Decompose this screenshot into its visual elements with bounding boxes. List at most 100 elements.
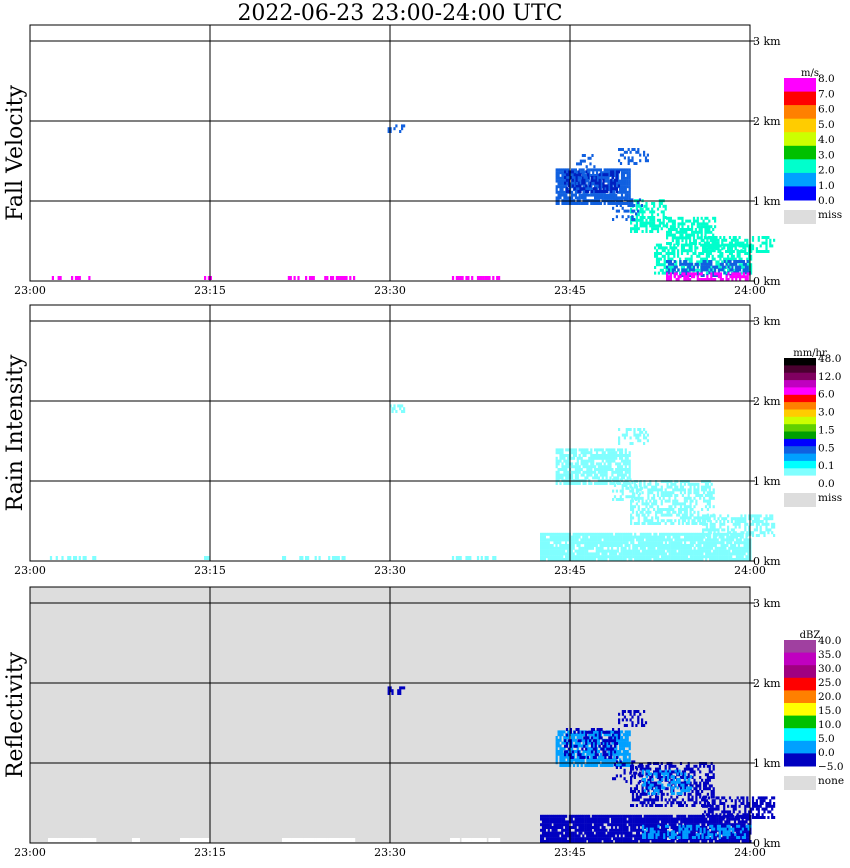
- heatmap-cell: [666, 242, 669, 245]
- surface-cell: [318, 556, 321, 560]
- heatmap-cell: [599, 473, 602, 477]
- heatmap-cell: [666, 792, 669, 796]
- heatmap-cell: [607, 179, 610, 183]
- heatmap-cell: [621, 486, 624, 490]
- heatmap-cell: [730, 558, 733, 561]
- heatmap-cell: [699, 784, 702, 788]
- heatmap-cell: [741, 546, 744, 550]
- heatmap-cell: [674, 558, 677, 561]
- heatmap-cell: [773, 522, 776, 526]
- heatmap-cell: [740, 520, 743, 523]
- heatmap-cell: [698, 222, 701, 226]
- heatmap-cell: [685, 538, 689, 542]
- heatmap-cell: [624, 179, 627, 183]
- heatmap-cell: [683, 222, 686, 226]
- heatmap-cell: [628, 174, 631, 177]
- heatmap-cell: [693, 535, 696, 539]
- heatmap-cell: [582, 738, 585, 742]
- heatmap-cell: [607, 188, 610, 191]
- heatmap-cell: [727, 514, 730, 518]
- heatmap-cell: [592, 174, 595, 177]
- heatmap-cell: [703, 488, 706, 492]
- heatmap-cell: [697, 510, 700, 514]
- heatmap-cell: [584, 541, 587, 545]
- heatmap-cell: [711, 807, 714, 811]
- heatmap-cell: [700, 262, 703, 266]
- heatmap-cell: [714, 532, 717, 536]
- heatmap-cell: [655, 789, 658, 793]
- heatmap-cell: [545, 538, 548, 542]
- heatmap-cell: [716, 549, 719, 553]
- heatmap-cell: [611, 468, 614, 471]
- heatmap-cell: [541, 831, 545, 835]
- heatmap-cell: [712, 233, 715, 237]
- heatmap-cell: [630, 499, 633, 503]
- heatmap-cell: [613, 742, 617, 745]
- heatmap-cell: [676, 485, 679, 489]
- heatmap-cell: [709, 531, 712, 535]
- surface-cell: [94, 556, 97, 560]
- heatmap-cell: [615, 470, 618, 474]
- heatmap-cell: [619, 179, 622, 183]
- heatmap-cell: [706, 778, 709, 782]
- heatmap-cell: [561, 755, 564, 759]
- heatmap-cell: [639, 153, 642, 157]
- heatmap-cell: [699, 522, 702, 525]
- heatmap-cell: [580, 532, 583, 536]
- heatmap-cell: [618, 442, 621, 445]
- heatmap-cell: [619, 733, 622, 737]
- heatmap-cell: [609, 202, 612, 205]
- heatmap-cell: [662, 508, 665, 511]
- heatmap-cell: [696, 268, 699, 272]
- heatmap-cell: [694, 268, 697, 272]
- heatmap-cell: [628, 193, 631, 197]
- heatmap-cell: [572, 546, 575, 550]
- heatmap-cell: [713, 257, 716, 261]
- heatmap-cell: [617, 190, 620, 194]
- heatmap-cell: [563, 468, 566, 471]
- heatmap-cell: [645, 544, 648, 547]
- heatmap-cell: [622, 535, 625, 539]
- heatmap-cell: [587, 756, 590, 759]
- heatmap-cell: [576, 462, 579, 466]
- heatmap-cell: [728, 810, 732, 814]
- heatmap-cell: [580, 448, 583, 452]
- heatmap-cell: [662, 549, 666, 553]
- heatmap-cell: [597, 196, 600, 200]
- heatmap-cell: [709, 558, 712, 561]
- heatmap-cell: [567, 465, 570, 469]
- heatmap-cell: [733, 272, 736, 276]
- heatmap-cell: [679, 482, 683, 486]
- heatmap-cell: [599, 174, 602, 177]
- heatmap-cell: [653, 221, 656, 225]
- heatmap-cell: [578, 196, 581, 200]
- heatmap-cell: [620, 182, 624, 186]
- heatmap-cell: [565, 744, 569, 748]
- heatmap-cell: [669, 260, 672, 263]
- heatmap-cell: [628, 555, 631, 559]
- heatmap-cell: [691, 535, 694, 539]
- heatmap-cell: [590, 470, 593, 474]
- heatmap-cell: [597, 741, 600, 745]
- heatmap-cell: [721, 262, 724, 266]
- heatmap-cell: [645, 784, 648, 788]
- heatmap-cell: [557, 552, 560, 556]
- heatmap-cell: [613, 184, 617, 188]
- heatmap-cell: [690, 254, 693, 258]
- heatmap-cell: [624, 185, 627, 189]
- heatmap-cell: [613, 484, 617, 487]
- heatmap-cell: [714, 268, 717, 272]
- heatmap-cell: [689, 272, 692, 276]
- heatmap-cell: [615, 738, 618, 742]
- heatmap-cell: [656, 516, 660, 520]
- heatmap-cell: [669, 268, 672, 272]
- heatmap-cell: [716, 541, 719, 545]
- heatmap-cell: [661, 254, 664, 258]
- echo-region: [630, 762, 715, 807]
- heatmap-cell: [574, 482, 577, 485]
- heatmap-cell: [689, 502, 692, 506]
- heatmap-cell: [584, 538, 587, 542]
- heatmap-cell: [694, 243, 697, 247]
- heatmap-cell: [622, 473, 625, 477]
